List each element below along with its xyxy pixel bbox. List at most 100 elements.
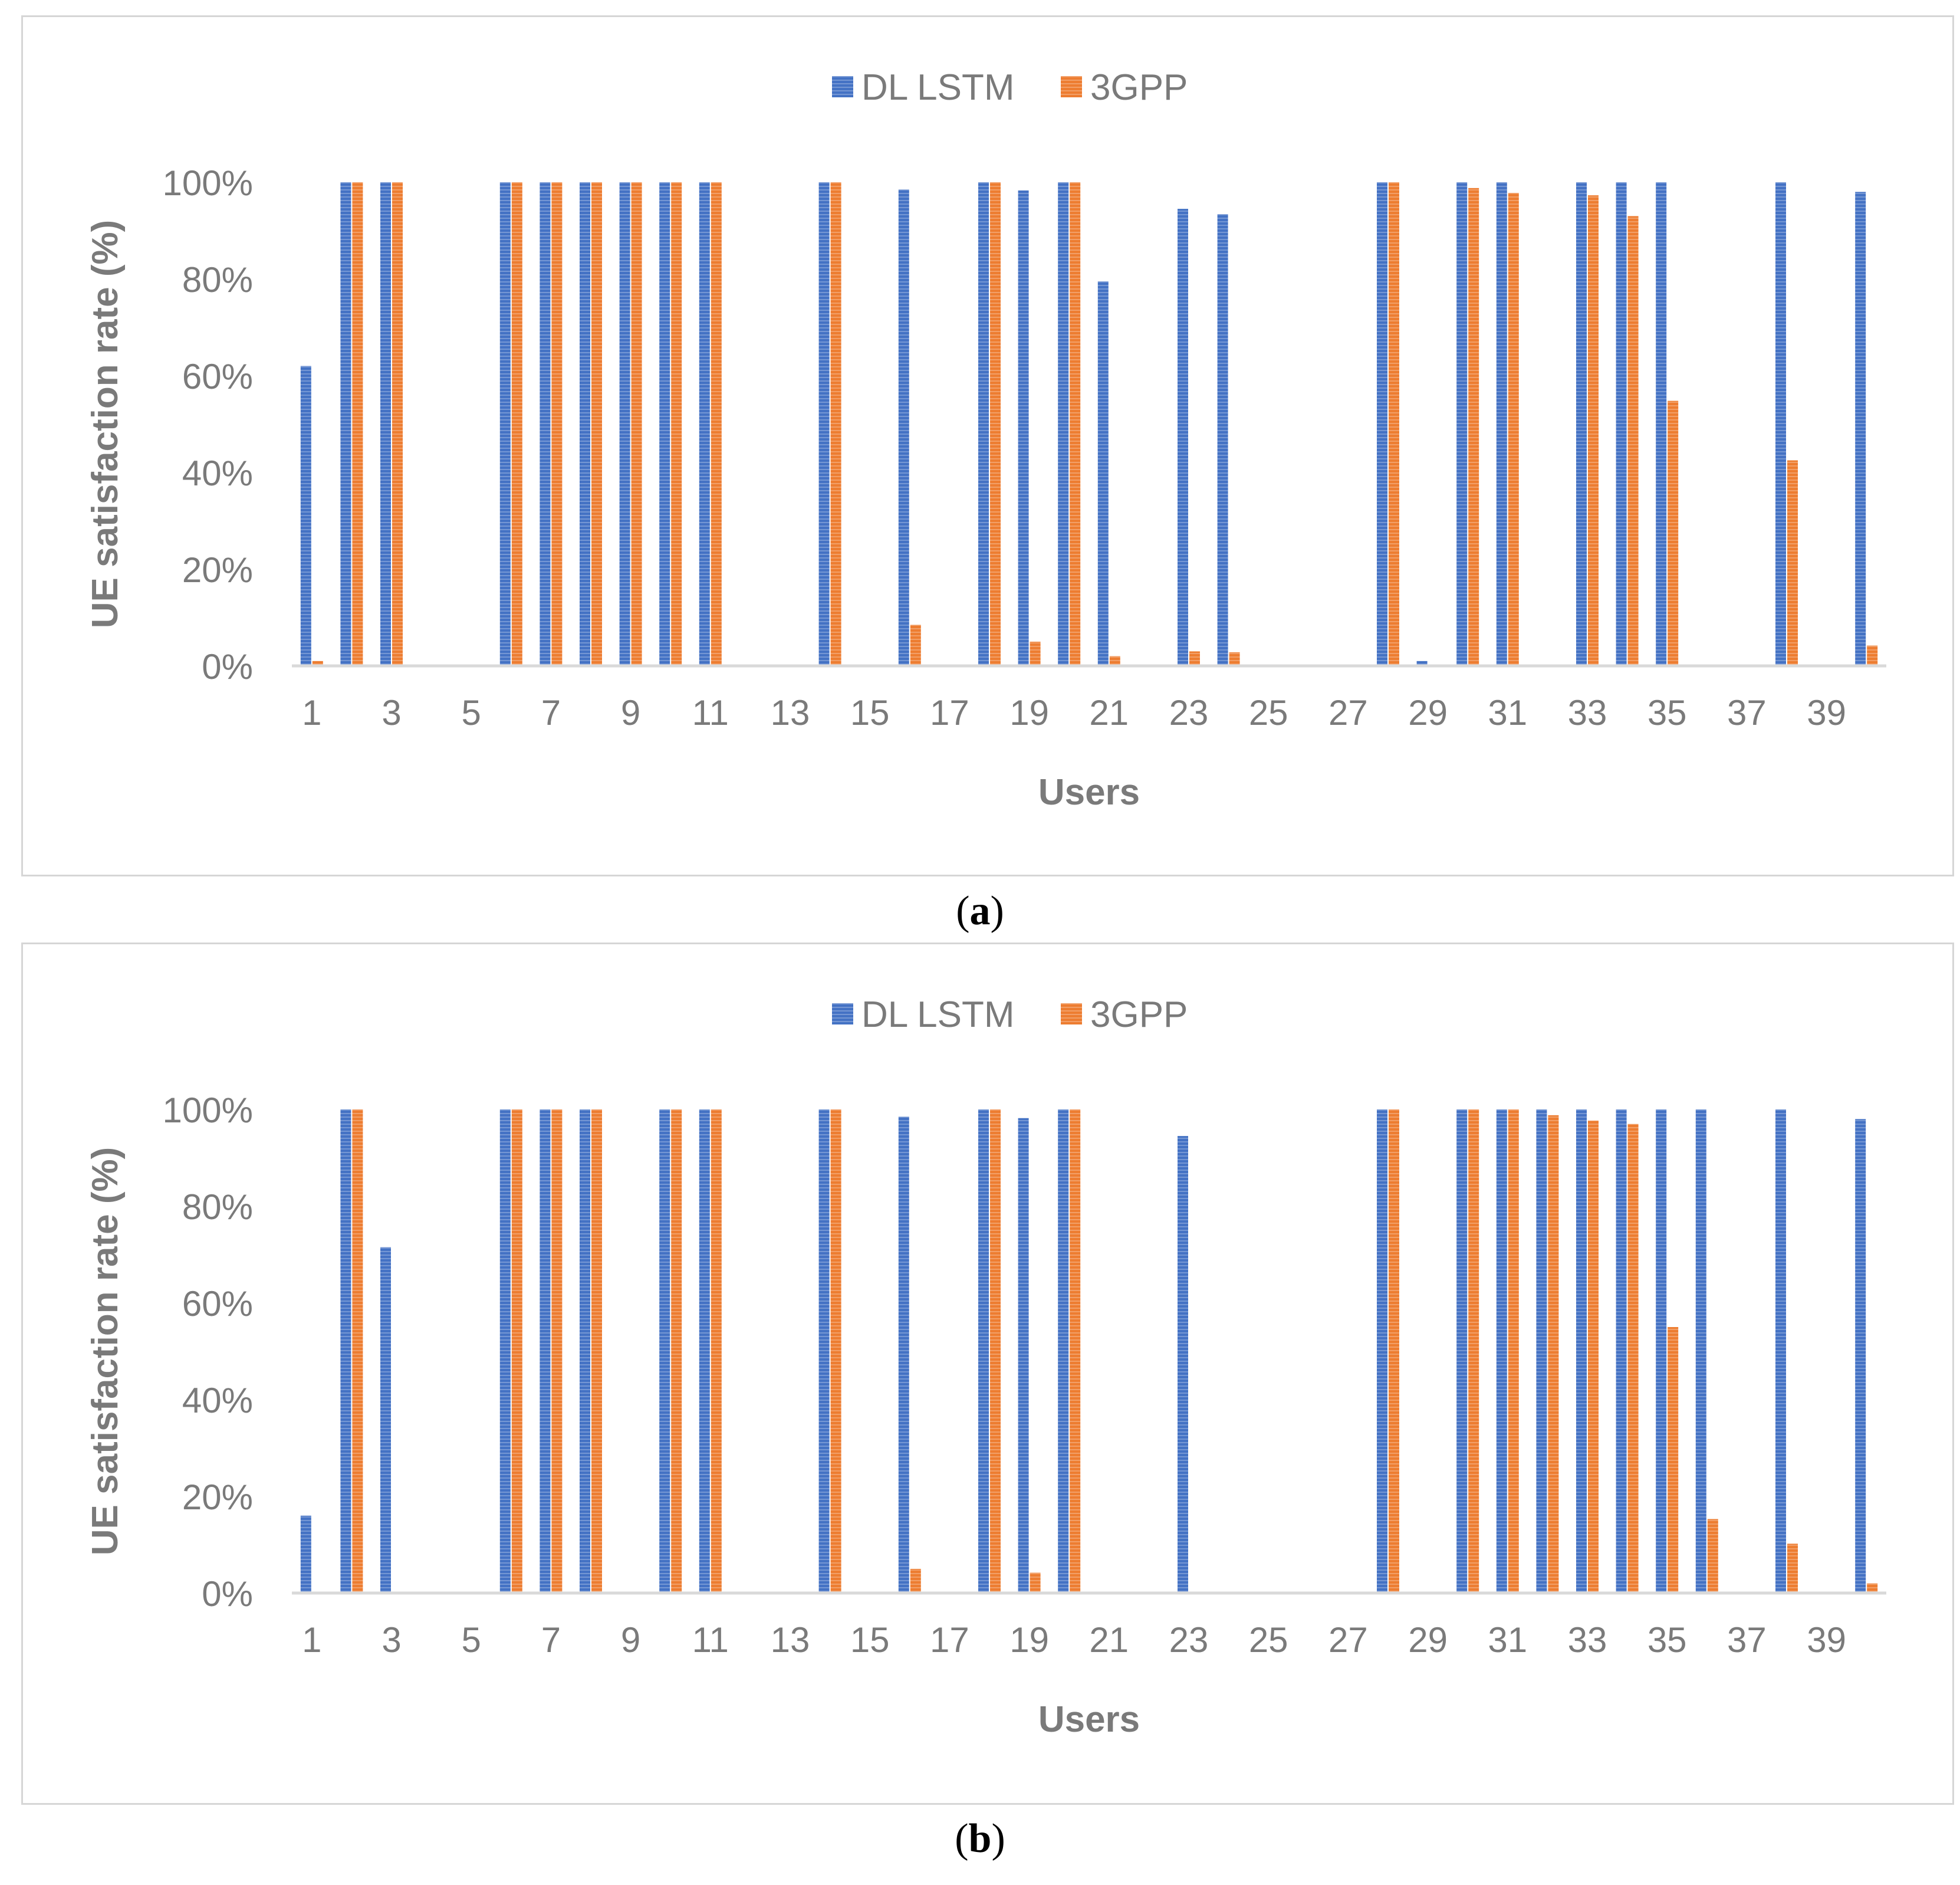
x-tick-label: 23 — [1169, 693, 1209, 733]
caption-a-label: a — [969, 888, 991, 934]
bar-dl-lstm-user-14 — [818, 1109, 830, 1593]
x-tick-label: 39 — [1807, 1620, 1846, 1660]
bar-dl-lstm-user-2 — [340, 182, 351, 666]
bar-3gpp-user-10 — [671, 1109, 682, 1593]
y-tick-label: 0% — [202, 1574, 253, 1614]
bar-3gpp-user-32 — [1548, 1115, 1559, 1593]
x-tick-label: 25 — [1249, 693, 1288, 733]
caption-b-label: b — [968, 1816, 992, 1861]
x-tick-label: 3 — [382, 1620, 401, 1660]
bar-dl-lstm-user-35 — [1656, 182, 1667, 666]
bar-dl-lstm-user-34 — [1616, 182, 1627, 666]
x-tick-label: 5 — [462, 693, 481, 733]
bar-dl-lstm-user-30 — [1456, 1109, 1468, 1593]
bar-dl-lstm-user-6 — [499, 182, 511, 666]
x-tick-label: 33 — [1568, 693, 1607, 733]
legend-swatch-3gpp — [1061, 76, 1082, 97]
x-tick-label: 21 — [1089, 693, 1129, 733]
y-tick-label: 20% — [182, 1477, 253, 1517]
y-axis-label: UE satisfaction rate (%) — [85, 1147, 126, 1556]
x-axis-label: Users — [1038, 1699, 1140, 1740]
bar-dl-lstm-user-31 — [1496, 1109, 1507, 1593]
bar-3gpp-user-31 — [1508, 1109, 1519, 1593]
x-tick-label: 25 — [1249, 1620, 1288, 1660]
caption-b-open: ( — [955, 1816, 969, 1861]
bar-3gpp-user-35 — [1668, 1327, 1679, 1593]
x-tick-label: 31 — [1488, 693, 1527, 733]
bar-3gpp-user-33 — [1588, 195, 1599, 666]
bar-3gpp-user-21 — [1109, 656, 1120, 666]
bar-3gpp-user-36 — [1707, 1519, 1718, 1593]
chart-b: DL LSTM 3GPP 0% 20% 40% 60% 80% 100% UE satisfac… — [85, 994, 1886, 1740]
bar-3gpp-user-2 — [352, 1109, 363, 1593]
x-tick-label: 7 — [541, 1620, 561, 1660]
bar-3gpp-user-14 — [830, 1109, 841, 1593]
x-tick-label: 23 — [1169, 1620, 1209, 1660]
bar-dl-lstm-user-20 — [1058, 1109, 1069, 1593]
chart-a: DL LSTM 3GPP 0% 20% 40% 60% 80% 100% UE satisfac… — [85, 67, 1886, 813]
bar-dl-lstm-user-19 — [1018, 1118, 1029, 1593]
bar-dl-lstm-user-40 — [1855, 192, 1866, 666]
legend: DL LSTM 3GPP — [832, 67, 1188, 108]
bar-dl-lstm-user-10 — [659, 1109, 670, 1593]
x-tick-label: 27 — [1328, 1620, 1368, 1660]
x-tick-label: 15 — [850, 693, 890, 733]
bar-3gpp-user-20 — [1070, 1109, 1081, 1593]
bar-3gpp-user-1 — [312, 661, 323, 666]
bar-dl-lstm-user-20 — [1058, 182, 1069, 666]
y-tick-label: 40% — [182, 1381, 253, 1420]
x-tick-label: 9 — [621, 693, 640, 733]
bar-dl-lstm-user-36 — [1695, 1109, 1706, 1593]
caption-a-open: ( — [956, 888, 970, 934]
legend-label-dl-lstm: DL LSTM — [861, 67, 1015, 108]
x-tick-label: 29 — [1408, 1620, 1448, 1660]
bar-3gpp-user-35 — [1668, 400, 1679, 666]
bar-dl-lstm-user-35 — [1656, 1109, 1667, 1593]
bar-dl-lstm-user-24 — [1217, 214, 1228, 666]
bar-dl-lstm-user-31 — [1496, 182, 1507, 666]
bar-3gpp-user-16 — [910, 625, 921, 666]
legend-swatch-dl-lstm — [832, 76, 853, 97]
bar-dl-lstm-user-9 — [619, 182, 630, 666]
bar-3gpp-user-40 — [1867, 1583, 1878, 1593]
bar-dl-lstm-user-7 — [540, 1109, 551, 1593]
bar-3gpp-user-30 — [1468, 188, 1479, 666]
bar-dl-lstm-user-23 — [1178, 1136, 1188, 1593]
bars — [300, 182, 1878, 666]
bar-dl-lstm-user-18 — [978, 182, 989, 666]
x-tick-label: 15 — [850, 1620, 890, 1660]
bar-dl-lstm-user-8 — [580, 182, 590, 666]
bar-3gpp-user-34 — [1627, 216, 1639, 666]
bar-dl-lstm-user-6 — [499, 1109, 511, 1593]
bar-dl-lstm-user-33 — [1576, 1109, 1587, 1593]
legend-label-3gpp: 3GPP — [1090, 994, 1188, 1035]
x-tick-label: 11 — [692, 693, 729, 733]
bar-3gpp-user-40 — [1867, 645, 1878, 666]
bar-dl-lstm-user-34 — [1616, 1109, 1627, 1593]
bar-3gpp-user-38 — [1787, 460, 1798, 666]
bar-3gpp-user-19 — [1030, 642, 1041, 666]
bar-dl-lstm-user-38 — [1775, 182, 1786, 666]
bar-dl-lstm-user-33 — [1576, 182, 1587, 666]
legend-label-dl-lstm: DL LSTM — [861, 994, 1015, 1035]
x-tick-label: 17 — [930, 693, 969, 733]
bar-3gpp-user-14 — [830, 182, 841, 666]
caption-b-close: ) — [991, 1816, 1005, 1861]
y-tick-label: 40% — [182, 454, 253, 493]
chart-panel-b: DL LSTM 3GPP 0% 20% 40% 60% 80% 100% UE satisfac… — [21, 942, 1954, 1805]
bar-3gpp-user-33 — [1588, 1120, 1599, 1593]
y-tick-label: 100% — [163, 163, 253, 203]
bar-3gpp-user-28 — [1389, 182, 1399, 666]
bar-3gpp-user-28 — [1389, 1109, 1399, 1593]
legend: DL LSTM 3GPP — [832, 994, 1188, 1035]
bar-3gpp-user-38 — [1787, 1544, 1798, 1593]
bar-dl-lstm-user-16 — [898, 189, 909, 666]
bar-3gpp-user-19 — [1030, 1572, 1041, 1593]
x-tick-label: 17 — [930, 1620, 969, 1660]
bar-dl-lstm-user-23 — [1178, 209, 1188, 666]
bar-3gpp-user-7 — [551, 1109, 563, 1593]
x-tick-label: 19 — [1009, 1620, 1049, 1660]
x-tick-label: 13 — [771, 1620, 810, 1660]
bar-3gpp-user-7 — [551, 182, 563, 666]
x-tick-label: 5 — [462, 1620, 481, 1660]
